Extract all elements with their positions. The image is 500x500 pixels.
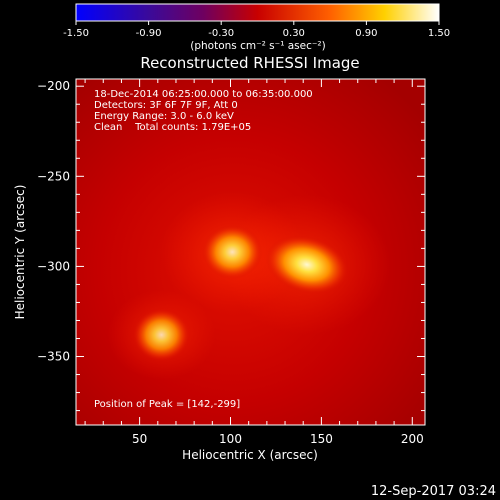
- plot-frame: [75, 78, 426, 426]
- source-blob: [133, 308, 190, 361]
- colorbar-tick-label: -0.90: [136, 28, 162, 39]
- footer-timestamp: 12-Sep-2017 03:24: [371, 484, 496, 499]
- colorbar-tick-label: -0.30: [208, 28, 234, 39]
- heatmap-image: [76, 79, 425, 425]
- x-tick-label: 200: [401, 432, 424, 446]
- annotation-clean: Clean Total counts: 1.79E+05: [94, 122, 251, 133]
- y-axis-label: Heliocentric Y (arcsec): [13, 185, 27, 320]
- colorbar-tick-label: -1.50: [63, 28, 89, 39]
- x-tick-label: 100: [219, 432, 242, 446]
- x-axis-label: Heliocentric X (arcsec): [182, 448, 318, 462]
- peak-position-label: Position of Peak = [142,-299]: [94, 399, 240, 410]
- y-tick-label: −300: [37, 259, 70, 273]
- annotation-energy: Energy Range: 3.0 - 6.0 keV: [94, 111, 234, 122]
- x-tick-label: 50: [132, 432, 147, 446]
- colorbar-ticks: -1.50 -0.90 -0.30 0.30 0.90 1.50: [63, 21, 450, 39]
- annotation-time: 18-Dec-2014 06:25:00.000 to 06:35:00.000: [94, 89, 313, 100]
- source-blob: [202, 225, 263, 279]
- axis-ticks: 50 100 150 200 −200 −250 −300 −350: [37, 79, 425, 446]
- y-tick-label: −250: [37, 169, 70, 183]
- x-tick-label: 150: [310, 432, 333, 446]
- chart-title: Reconstructed RHESSI Image: [140, 54, 359, 72]
- source-blob: [265, 235, 349, 294]
- colorbar-tick-label: 1.50: [428, 28, 450, 39]
- colorbar-tick-label: 0.90: [355, 28, 377, 39]
- annotation-detectors: Detectors: 3F 6F 7F 9F, Att 0: [94, 100, 238, 111]
- colorbar: [75, 3, 440, 22]
- y-tick-label: −200: [37, 79, 70, 93]
- colorbar-unit-label: (photons cm⁻² s⁻¹ asec⁻²): [190, 40, 325, 52]
- colorbar-tick-label: 0.30: [283, 28, 305, 39]
- y-tick-label: −350: [37, 350, 70, 364]
